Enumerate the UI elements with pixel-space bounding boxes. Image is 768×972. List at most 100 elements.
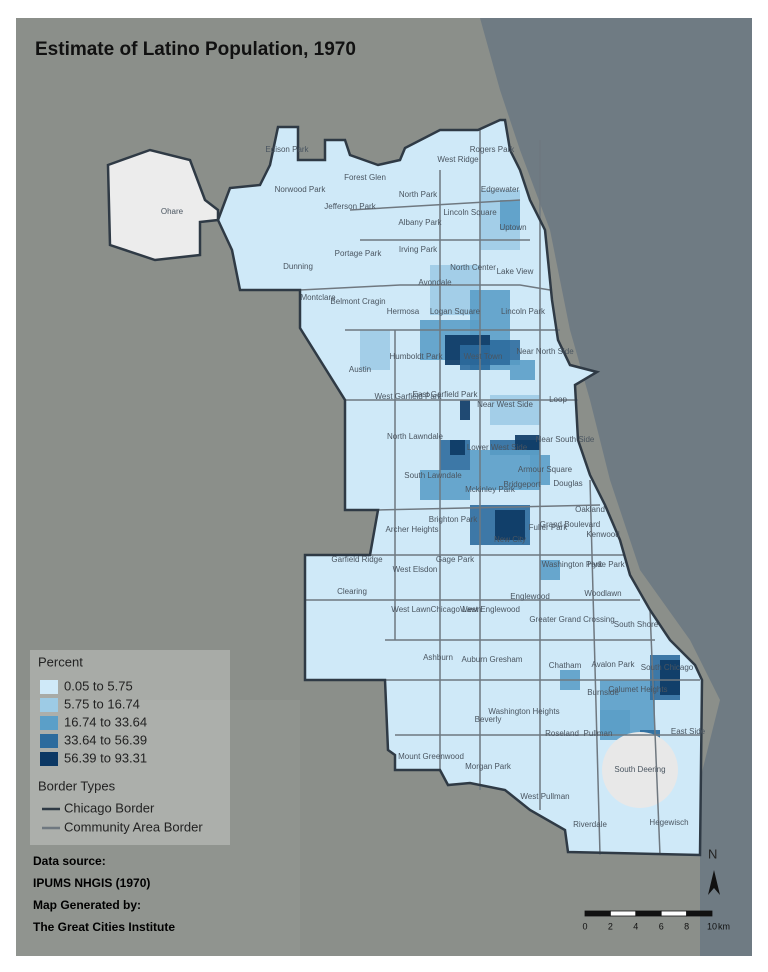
- scale-label: 10: [707, 921, 717, 931]
- scale-label: 8: [684, 921, 689, 931]
- area-label: West Town: [464, 352, 503, 361]
- patch: [360, 330, 390, 370]
- area-label: Oakland: [575, 505, 605, 514]
- legend-label: 5.75 to 16.74: [64, 696, 140, 711]
- area-label: Norwood Park: [275, 185, 327, 194]
- area-label: West Garfield Park: [375, 392, 443, 401]
- legend-border-label: Chicago Border: [64, 800, 155, 815]
- area-label: West Englewood: [460, 605, 520, 614]
- north-label: N: [708, 846, 717, 861]
- area-label: Gage Park: [436, 555, 475, 564]
- area-label: South Shore: [614, 620, 659, 629]
- note: The Great Cities Institute: [33, 920, 175, 934]
- area-label: Avondale: [418, 278, 452, 287]
- lake-calumet: [602, 732, 678, 808]
- area-label: Chicago Lawn: [431, 605, 482, 614]
- legend-label: 0.05 to 5.75: [64, 678, 133, 693]
- legend-swatch: [40, 734, 58, 748]
- area-label: Garfield Ridge: [331, 555, 383, 564]
- area-label: East Side: [671, 727, 706, 736]
- legend-label: 56.39 to 93.31: [64, 750, 147, 765]
- area-label: Albany Park: [398, 218, 442, 227]
- area-label: Ashburn: [423, 653, 453, 662]
- area-label: Portage Park: [335, 249, 383, 258]
- area-label: Irving Park: [399, 245, 438, 254]
- area-label: Rogers Park: [470, 145, 515, 154]
- area-label: Douglas: [553, 479, 582, 488]
- area-label: South Lawndale: [404, 471, 462, 480]
- area-label: Forest Glen: [344, 173, 386, 182]
- area-label: Near North Side: [516, 347, 574, 356]
- area-label: Uptown: [499, 223, 526, 232]
- area-label: Clearing: [337, 587, 367, 596]
- area-label: West Pullman: [520, 792, 569, 801]
- patch: [460, 345, 490, 370]
- area-label: North Park: [399, 190, 438, 199]
- patch: [420, 470, 470, 500]
- area-label: Near South Side: [536, 435, 595, 444]
- area-label: Lower West Side: [467, 443, 528, 452]
- scale-label: 0: [582, 921, 587, 931]
- area-label: Grand Boulevard: [540, 520, 600, 529]
- area-label: Armour Square: [518, 465, 573, 474]
- north-arrow: [708, 870, 720, 895]
- legend: Percent 0.05 to 5.75 5.75 to 16.74 16.74 to…: [38, 654, 203, 834]
- area-label: Archer Heights: [386, 525, 439, 534]
- area-label: Pullman: [584, 729, 613, 738]
- area-label: Edison Park: [265, 145, 309, 154]
- area-label: Edgewater: [481, 185, 520, 194]
- area-label: Calumet Heights: [608, 685, 667, 694]
- patch: [470, 450, 540, 490]
- area-label: West Ridge: [437, 155, 479, 164]
- area-label: South Deering: [614, 765, 665, 774]
- area-label: Greater Grand Crossing: [529, 615, 614, 624]
- area-label: West Elsdon: [393, 565, 438, 574]
- patch: [500, 200, 520, 230]
- community-borders: [299, 130, 700, 856]
- legend-label: 16.74 to 33.64: [64, 714, 147, 729]
- area-label: North Lawndale: [387, 432, 444, 441]
- area-label: North Center: [450, 263, 496, 272]
- scale-label: 4: [633, 921, 638, 931]
- scale-label: 2: [608, 921, 613, 931]
- legend-swatch: [40, 716, 58, 730]
- area-label: Lake View: [497, 267, 534, 276]
- patch: [600, 710, 630, 735]
- area-label: Hegewisch: [649, 818, 688, 827]
- scale-unit: km: [718, 921, 730, 931]
- patch: [495, 510, 525, 540]
- scale-label: 6: [659, 921, 664, 931]
- area-label: Logan Square: [430, 307, 481, 316]
- area-label: New City: [494, 535, 526, 544]
- scale-seg: [610, 910, 637, 917]
- area-label: Kenwood: [586, 530, 619, 539]
- legend-title: Percent: [38, 654, 83, 669]
- area-label: Beverly: [475, 715, 502, 724]
- legend-box: [30, 650, 230, 845]
- legend-label: 33.64 to 56.39: [64, 732, 147, 747]
- legend-swatch: [40, 680, 58, 694]
- legend-swatch: [40, 698, 58, 712]
- patch: [450, 440, 465, 455]
- patch: [460, 400, 470, 420]
- scale-bar: 0 2 4 6 8 10 km: [582, 910, 730, 931]
- area-label: Morgan Park: [465, 762, 512, 771]
- area-label: Near West Side: [477, 400, 533, 409]
- scale-seg: [660, 910, 688, 917]
- chicago-border: [216, 118, 704, 857]
- area-label: West Lawn: [391, 605, 430, 614]
- scale-seg: [686, 910, 713, 917]
- note: Map Generated by:: [33, 898, 141, 912]
- lake: [480, 18, 752, 956]
- area-label: Loop: [549, 395, 567, 404]
- notes: Data source: IPUMS NHGIS (1970) Map Genera…: [33, 854, 175, 934]
- legend-border-label: Community Area Border: [64, 819, 203, 834]
- area-label: South Chicago: [641, 663, 694, 672]
- area-label: Lincoln Square: [443, 208, 497, 217]
- note: Data source:: [33, 854, 106, 868]
- patch: [515, 435, 540, 450]
- patch: [510, 360, 535, 380]
- area-label: Washington Park: [542, 560, 604, 569]
- area-label: Belmont Cragin: [330, 297, 385, 306]
